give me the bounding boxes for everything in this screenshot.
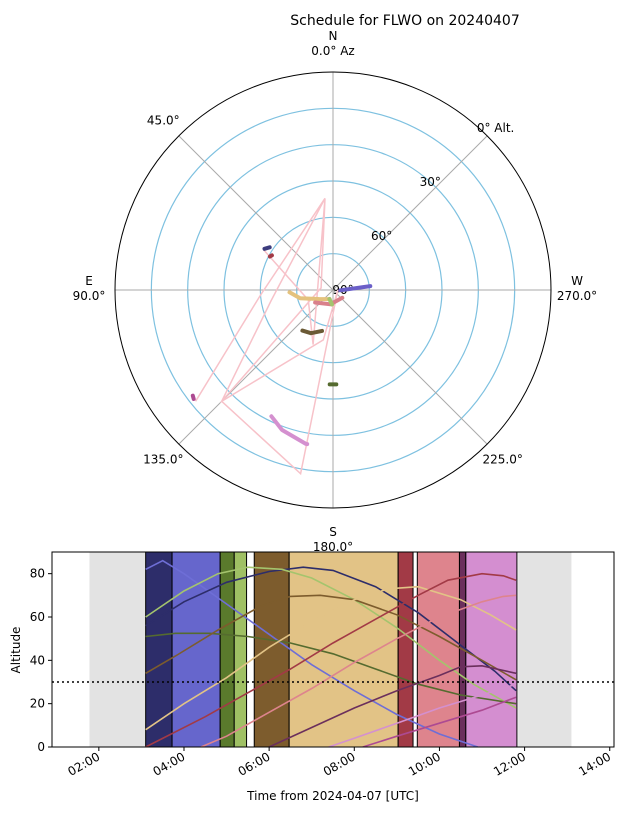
- polar-frame: [114, 71, 552, 509]
- altitude-curve: [328, 683, 517, 747]
- altitude-curve: [145, 559, 479, 747]
- twilight-band: [518, 552, 572, 747]
- chart-title: Schedule for FLWO on 20240407: [290, 13, 520, 29]
- observation-block: [171, 551, 221, 748]
- target-track: [287, 290, 332, 302]
- azimuth-label: 135.0°: [143, 453, 183, 467]
- azimuth-label: 0.0° Az: [311, 44, 354, 58]
- target-track: [269, 414, 310, 447]
- azimuth-gridline: [178, 135, 334, 291]
- observation-block: [416, 551, 460, 748]
- azimuth-label: 225.0°: [483, 453, 523, 467]
- target-track: [327, 297, 334, 307]
- x-tick-label: 14:00: [576, 749, 613, 778]
- observation-block: [465, 551, 518, 748]
- target-track: [262, 245, 272, 251]
- altitude-label: 30°: [420, 175, 441, 189]
- twilight-band: [89, 552, 146, 747]
- target-track: [338, 284, 373, 293]
- azimuth-gridline: [332, 135, 488, 291]
- altitude-label: 60°: [371, 229, 392, 243]
- azimuth-label: E: [85, 274, 93, 288]
- azimuth-label: 90.0°: [73, 289, 106, 303]
- azimuth-gridline: [332, 289, 488, 445]
- altitude-curve: [362, 696, 517, 747]
- altitude-curve: [145, 594, 517, 681]
- altitude-curve: [145, 632, 517, 705]
- azimuth-label: 270.0°: [557, 289, 597, 303]
- y-tick-label: 60: [30, 610, 45, 624]
- x-tick-label: 04:00: [151, 749, 188, 778]
- altitude-chart: 0 20 40 60 80 02:00 04:00 06:00 08:00 10:00 12:00 1…: [30, 551, 615, 779]
- y-axis-label: Altitude: [9, 627, 23, 674]
- plot-frame: [51, 551, 615, 748]
- target-track: [267, 253, 274, 259]
- altitude-curve: [268, 664, 517, 747]
- y-tick-label: 20: [30, 697, 45, 711]
- y-tick-label: 40: [30, 653, 45, 667]
- x-tick-label: 02:00: [65, 749, 102, 778]
- slew-path: [194, 197, 339, 476]
- x-tick-label: 06:00: [236, 749, 273, 778]
- altitude-curve: [145, 572, 517, 747]
- azimuth-label: S: [329, 525, 337, 539]
- altitude-curve: [200, 594, 517, 747]
- y-tick-label: 0: [37, 740, 45, 754]
- y-tick-label: 80: [30, 567, 45, 581]
- x-axis-label: Time from 2024-04-07 [UTC]: [246, 789, 419, 803]
- altitude-label: 0° Alt.: [477, 121, 515, 135]
- azimuth-label: N: [329, 29, 338, 43]
- x-tick-label: 08:00: [321, 749, 358, 778]
- observation-block: [145, 551, 173, 748]
- azimuth-label: 45.0°: [147, 113, 180, 127]
- x-tick-label: 12:00: [491, 749, 528, 778]
- target-track: [190, 393, 196, 401]
- observation-block: [233, 551, 248, 748]
- altitude-curve: [145, 566, 517, 709]
- target-track: [300, 328, 324, 336]
- azimuth-label: 180.0°: [313, 540, 353, 554]
- altitude-curve: [145, 585, 517, 731]
- observation-block: [288, 551, 399, 748]
- azimuth-gridline: [178, 289, 334, 445]
- x-tick-label: 10:00: [406, 749, 443, 778]
- altitude-curves: [145, 559, 517, 747]
- azimuth-label: W: [571, 274, 583, 288]
